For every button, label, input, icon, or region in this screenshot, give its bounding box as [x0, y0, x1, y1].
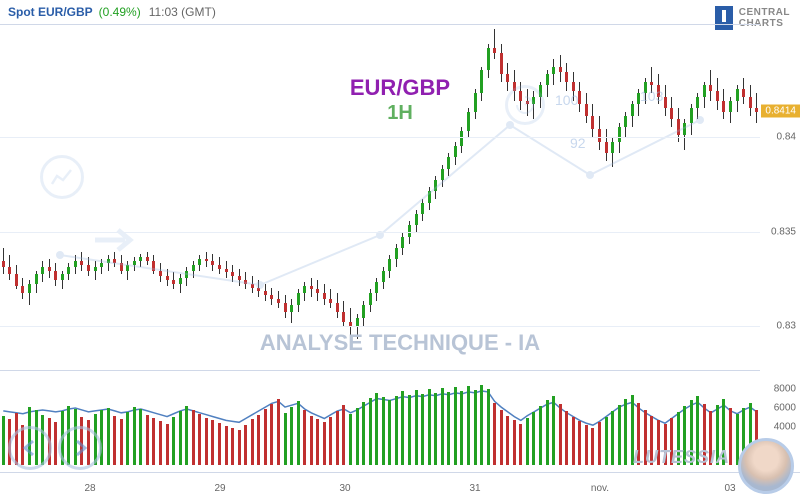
price-tag: 0.8414	[761, 104, 800, 117]
nav-prev-button[interactable]	[8, 426, 52, 470]
timeframe-overlay: 1H	[387, 102, 413, 125]
chart-header: Spot EUR/GBP (0.49%) 11:03 (GMT)	[0, 0, 800, 24]
avatar-icon[interactable]	[738, 438, 794, 494]
section-overlay: ANALYSE TECHNIQUE - IA	[260, 330, 540, 356]
watermark-label-100: 100	[555, 92, 578, 108]
instrument-title: Spot EUR/GBP	[8, 5, 93, 19]
time-x-axis: 28293031nov.03	[0, 472, 800, 500]
watermark-arrow-icon	[90, 220, 140, 265]
watermark-speed-icon	[505, 85, 545, 125]
price-y-axis: 0.830.8350.84	[760, 24, 800, 364]
nav-next-button[interactable]	[58, 426, 102, 470]
footer-brand: LUTESSIA	[633, 447, 730, 468]
watermark-chart-icon	[40, 155, 84, 199]
price-change: (0.49%)	[99, 5, 141, 19]
timestamp: 11:03 (GMT)	[149, 5, 216, 19]
watermark-label-103: 103	[640, 88, 663, 104]
pair-overlay: EUR/GBP	[350, 75, 450, 101]
